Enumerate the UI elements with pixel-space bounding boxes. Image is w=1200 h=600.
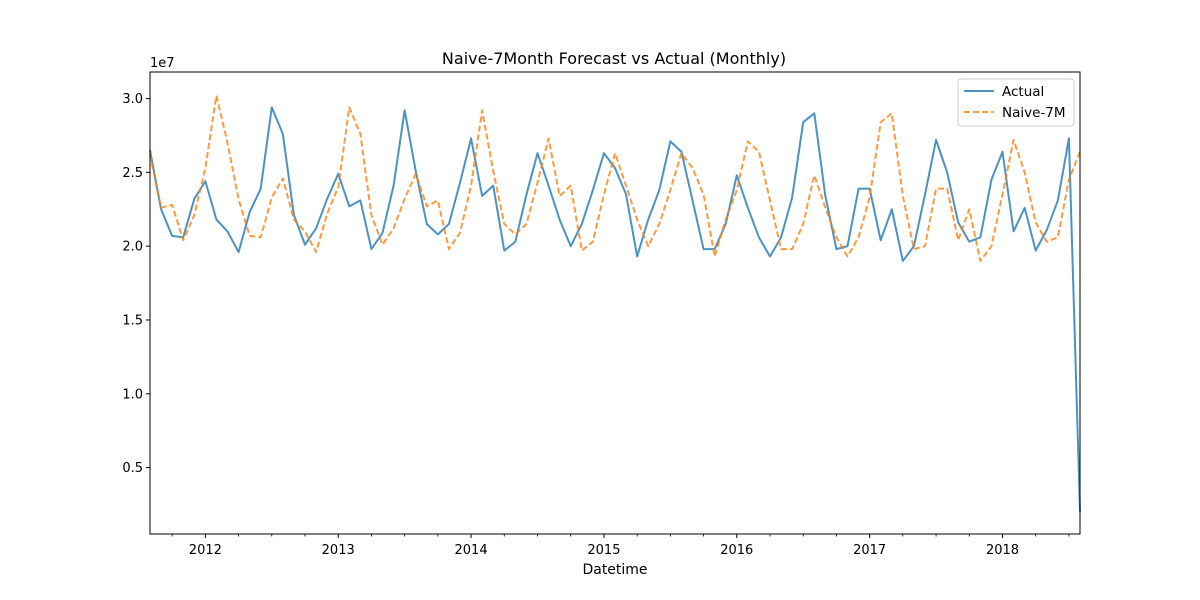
chart-title: Naive-7Month Forecast vs Actual (Monthly… bbox=[442, 49, 786, 68]
y-tick-label: 2.0 bbox=[122, 240, 143, 255]
y-tick-label: 3.0 bbox=[122, 92, 143, 107]
x-axis-label: Datetime bbox=[582, 562, 647, 578]
x-tick-label: 2016 bbox=[720, 543, 753, 558]
plot-frame bbox=[149, 71, 1081, 535]
series-line-actual bbox=[149, 106, 1081, 512]
y-tick-label: 0.5 bbox=[122, 461, 143, 476]
x-tick-label: 2015 bbox=[587, 543, 620, 558]
x-tick-label: 2012 bbox=[189, 543, 222, 558]
legend-label-actual: Actual bbox=[1002, 84, 1044, 100]
x-tick-label: 2013 bbox=[322, 543, 355, 558]
x-tick-label: 2014 bbox=[455, 543, 488, 558]
y-axis: 0.5 1.0 1.5 2.0 2.5 3.0 bbox=[122, 92, 150, 476]
x-axis: 2012 2013 2014 2015 2016 2017 2018 bbox=[171, 534, 1070, 558]
legend: Actual Naive-7M bbox=[957, 78, 1075, 127]
series-line-naive-7m bbox=[149, 94, 1081, 262]
y-tick-label: 1.5 bbox=[122, 313, 143, 328]
legend-label-naive: Naive-7M bbox=[1002, 105, 1066, 121]
x-tick-label: 2017 bbox=[853, 543, 886, 558]
y-tick-label: 2.5 bbox=[122, 166, 143, 181]
y-scale-label: 1e7 bbox=[150, 56, 175, 71]
series-layer bbox=[149, 94, 1081, 512]
x-tick-label: 2018 bbox=[986, 543, 1019, 558]
y-tick-label: 1.0 bbox=[122, 387, 143, 402]
